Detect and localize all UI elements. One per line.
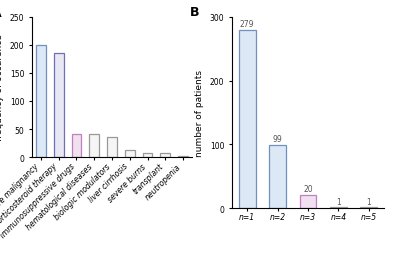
- Y-axis label: number of patients: number of patients: [195, 70, 204, 156]
- Bar: [36, 46, 46, 157]
- Bar: [72, 134, 81, 157]
- Text: 1: 1: [336, 197, 341, 206]
- Bar: [89, 135, 99, 157]
- Text: 1: 1: [366, 197, 371, 206]
- Y-axis label: frequency of occurence: frequency of occurence: [0, 34, 4, 141]
- Bar: [239, 31, 256, 208]
- Bar: [125, 150, 135, 157]
- Text: 279: 279: [240, 20, 254, 29]
- Text: B: B: [190, 6, 199, 19]
- Bar: [107, 138, 117, 157]
- Bar: [143, 153, 152, 157]
- Bar: [54, 54, 64, 157]
- Bar: [160, 154, 170, 157]
- Text: 99: 99: [273, 135, 282, 144]
- Bar: [300, 196, 316, 208]
- Bar: [269, 145, 286, 208]
- Text: 20: 20: [303, 185, 313, 194]
- Text: A: A: [0, 7, 2, 20]
- Bar: [178, 156, 188, 157]
